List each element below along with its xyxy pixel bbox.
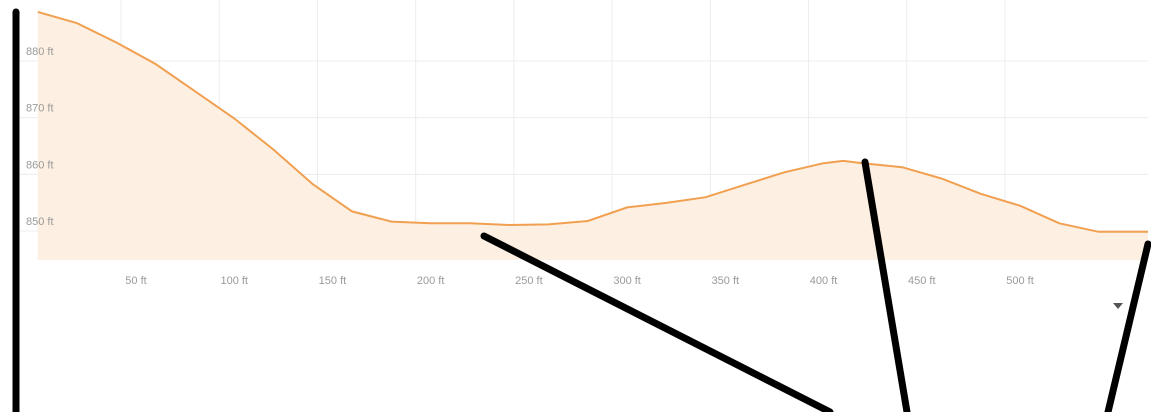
x-tick-label: 50 ft [125,275,146,287]
x-tick-label: 500 ft [1006,275,1034,287]
x-tick-label: 300 ft [613,275,641,287]
x-tick-label: 450 ft [908,275,936,287]
x-axis-tick-labels: 50 ft 100 ft 150 ft 200 ft 250 ft 300 ft 350 f… [125,275,1033,287]
y-tick-label: 860 ft [26,159,54,171]
annotation-stroke-diagonal-long [480,232,834,412]
x-tick-label: 350 ft [712,275,740,287]
dropdown-caret-icon [1113,303,1123,309]
annotation-strokes [12,8,1151,412]
elevation-area-fill [37,11,1148,261]
x-tick-label: 200 ft [417,275,445,287]
y-tick-label: 850 ft [26,216,54,228]
y-tick-label: 870 ft [26,103,54,115]
y-axis-tick-labels: 850 ft 860 ft 870 ft 880 ft [26,46,54,228]
x-tick-label: 100 ft [220,275,248,287]
annotation-stroke-right-line [1104,240,1151,412]
x-tick-label: 250 ft [515,275,543,287]
annotation-stroke-peak-line [861,158,911,412]
elevation-series-line [37,10,1148,233]
x-tick-label: 400 ft [810,275,838,287]
x-tick-label: 150 ft [319,275,347,287]
y-tick-label: 880 ft [26,46,54,58]
